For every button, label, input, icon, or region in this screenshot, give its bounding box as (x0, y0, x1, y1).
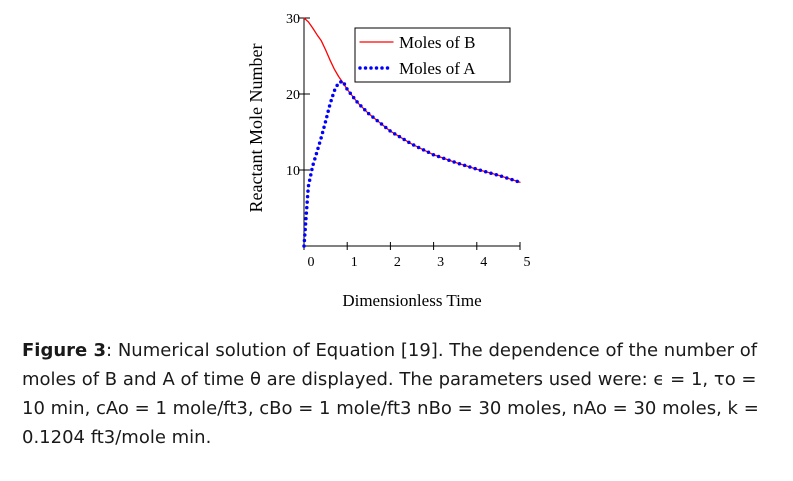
x-tick-label: 3 (437, 255, 444, 270)
x-tick-label: 1 (351, 255, 358, 270)
figure-caption: Figure 3: Numerical solution of Equation… (22, 336, 762, 452)
chart: 0 1 2 3 4 5 10 20 30 Moles of B Moles of A Reacta… (246, 12, 531, 310)
axes: 0 1 2 3 4 5 10 20 30 (286, 12, 531, 270)
x-tick-label: 4 (480, 255, 487, 270)
plot-lines (302, 17, 522, 248)
y-tick-label: 10 (286, 164, 300, 179)
legend-label: Moles of B (399, 33, 476, 52)
x-axis-label: Dimensionless Time (342, 291, 481, 310)
y-tick-label: 20 (286, 88, 300, 103)
legend: Moles of B Moles of A (354, 27, 511, 83)
legend-box (354, 27, 511, 83)
figure-label: Figure 3 (22, 340, 107, 361)
x-tick-label: 0 (308, 255, 315, 270)
x-tick-label: 5 (524, 255, 531, 270)
series-line-moles-a (302, 79, 522, 248)
x-tick-label: 2 (394, 255, 401, 270)
y-tick-label: 30 (286, 12, 300, 27)
series-line-moles-b (303, 17, 521, 183)
legend-label: Moles of A (399, 59, 476, 78)
y-axis-label: Reactant Mole Number (246, 44, 266, 213)
caption-text: : Numerical solution of Equation [19]. T… (22, 340, 759, 448)
